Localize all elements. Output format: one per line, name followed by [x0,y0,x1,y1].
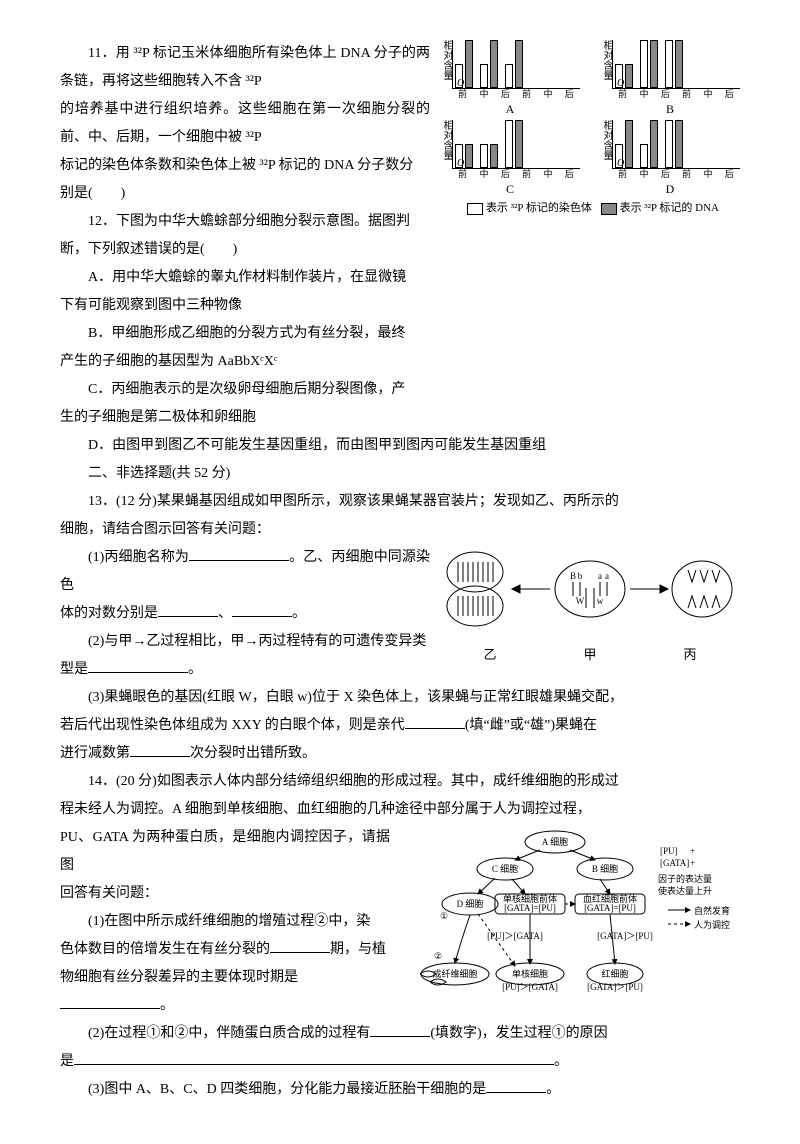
q12-d: D．由图甲到图乙不可能发生基因重组，而由图甲到图丙可能发生基因重组 [60,432,740,460]
svg-text:a: a [605,571,609,581]
q13-3a: (3)果蝇眼色的基因(红眼 W，白眼 w)位于 X 染色体上，该果蝇与正常红眼雄… [60,684,740,712]
svg-text:红细胞: 红细胞 [601,968,628,979]
mini-chart-D: 相对含量O前中后前中后D [600,120,740,196]
svg-text:②: ② [434,951,442,961]
svg-text:[GATA]=[PU]: [GATA]=[PU] [584,903,636,913]
svg-text:[PU]＞[GATA]: [PU]＞[GATA] [487,931,543,941]
svg-text:[PU]: [PU] [660,846,678,856]
svg-text:b: b [578,571,583,581]
svg-text:①: ① [440,911,448,921]
q12-b1: B．甲细胞形成乙细胞的分裂方式为有丝分裂，最终 [60,320,740,348]
q12-line-2: 断，下列叙述错误的是( ) [60,236,740,264]
svg-text:[GATA]＞[PU]: [GATA]＞[PU] [587,982,643,992]
q13-3b: 若后代出现性染色体组成为 XXY 的白眼个体，则是亲代(填“雌”或“雄”)果蝇在 [60,712,740,740]
q12-b2: 产生的子细胞的基因型为 AaBbXᶜXᶜ [60,348,740,376]
q14-lead-b: 程未经人为调控。A 细胞到单核细胞、血红细胞的几种途径中部分属于人为调控过程， [60,796,740,824]
q13-diagram: Bb aa Ww 乙 甲 丙 [440,544,740,634]
q14-3: (3)图中 A、B、C、D 四类细胞，分化能力最接近胚胎干细胞的是。 [60,1076,740,1104]
svg-text:B 细胞: B 细胞 [592,863,618,874]
q12-c1: C．丙细胞表示的是次级卵母细胞后期分裂图像，产 [60,376,740,404]
q14-2b: 是。 [60,1048,740,1076]
q14-lead-a: 14．(20 分)如图表示人体内部分结缔组织细胞的形成过程。其中，成纤维细胞的形… [60,768,740,796]
page: 相对含量O前中后前中后A 相对含量O前中后前中后B 相对含量O前中后前中后C 相对含… [0,0,800,1144]
q14-2a: (2)在过程①和②中，伴随蛋白质合成的过程有(填数字)，发生过程①的原因 [60,1020,740,1048]
q13-lead-a: 13．(12 分)某果蝇基因组成如甲图所示，观察该果蝇某器官装片；发现如乙、丙所… [60,488,740,516]
svg-text:因子的表达量: 因子的表达量 [658,873,712,884]
svg-text:B: B [570,571,576,581]
svg-text:w: w [597,596,604,606]
q13-3c: 进行减数第次分裂时出错所致。 [60,740,740,768]
svg-text:成纤维细胞: 成纤维细胞 [432,968,477,979]
mini-chart-A: 相对含量O前中后前中后A [440,40,580,116]
svg-text:C 细胞: C 细胞 [492,863,518,874]
mini-chart-B: 相对含量O前中后前中后B [600,40,740,116]
q12-a1: A．用中华大蟾蜍的睾丸作材料制作装片，在显微镜 [60,264,740,292]
mini-chart-C: 相对含量O前中后前中后C [440,120,580,196]
svg-text:[GATA]: [GATA] [660,858,689,868]
svg-text:人为调控: 人为调控 [694,919,730,930]
q12-a2: 下有可能观察到图中三种物像 [60,292,740,320]
label-bing: 丙 [683,642,696,668]
svg-text:使表达量上升: 使表达量上升 [658,885,712,896]
svg-text:W: W [576,596,585,606]
q13-lead-b: 细胞，请结合图示回答有关问题： [60,516,740,544]
svg-text:自然发育: 自然发育 [694,905,730,916]
q11-chart-block: 相对含量O前中后前中后A 相对含量O前中后前中后B 相对含量O前中后前中后C 相对含… [440,40,740,216]
svg-text:+: + [690,858,695,868]
svg-text:[GATA]＞[PU]: [GATA]＞[PU] [597,931,653,941]
chart-legend: 表示 ³²P 标记的染色体 表示 ³²P 标记的 DNA [440,202,740,215]
q12-c2: 生的子细胞是第二极体和卵细胞 [60,404,740,432]
svg-text:D 细胞: D 细胞 [457,898,484,909]
svg-text:[PU]＞[GATA]: [PU]＞[GATA] [502,982,558,992]
svg-text:a: a [598,571,602,581]
q14-diagram: A 细胞 C 细胞 B 细胞 D 细胞 单核细胞前体 [GATA]=[PU] 血… [400,824,740,1009]
label-jia: 甲 [583,642,596,668]
label-yi: 乙 [483,642,496,668]
svg-text:单核细胞: 单核细胞 [512,968,548,979]
svg-text:[GATA]=[PU]: [GATA]=[PU] [504,903,556,913]
section-2-heading: 二、非选择题(共 52 分) [60,460,740,488]
svg-text:A 细胞: A 细胞 [542,836,568,847]
svg-text:+: + [690,846,695,856]
